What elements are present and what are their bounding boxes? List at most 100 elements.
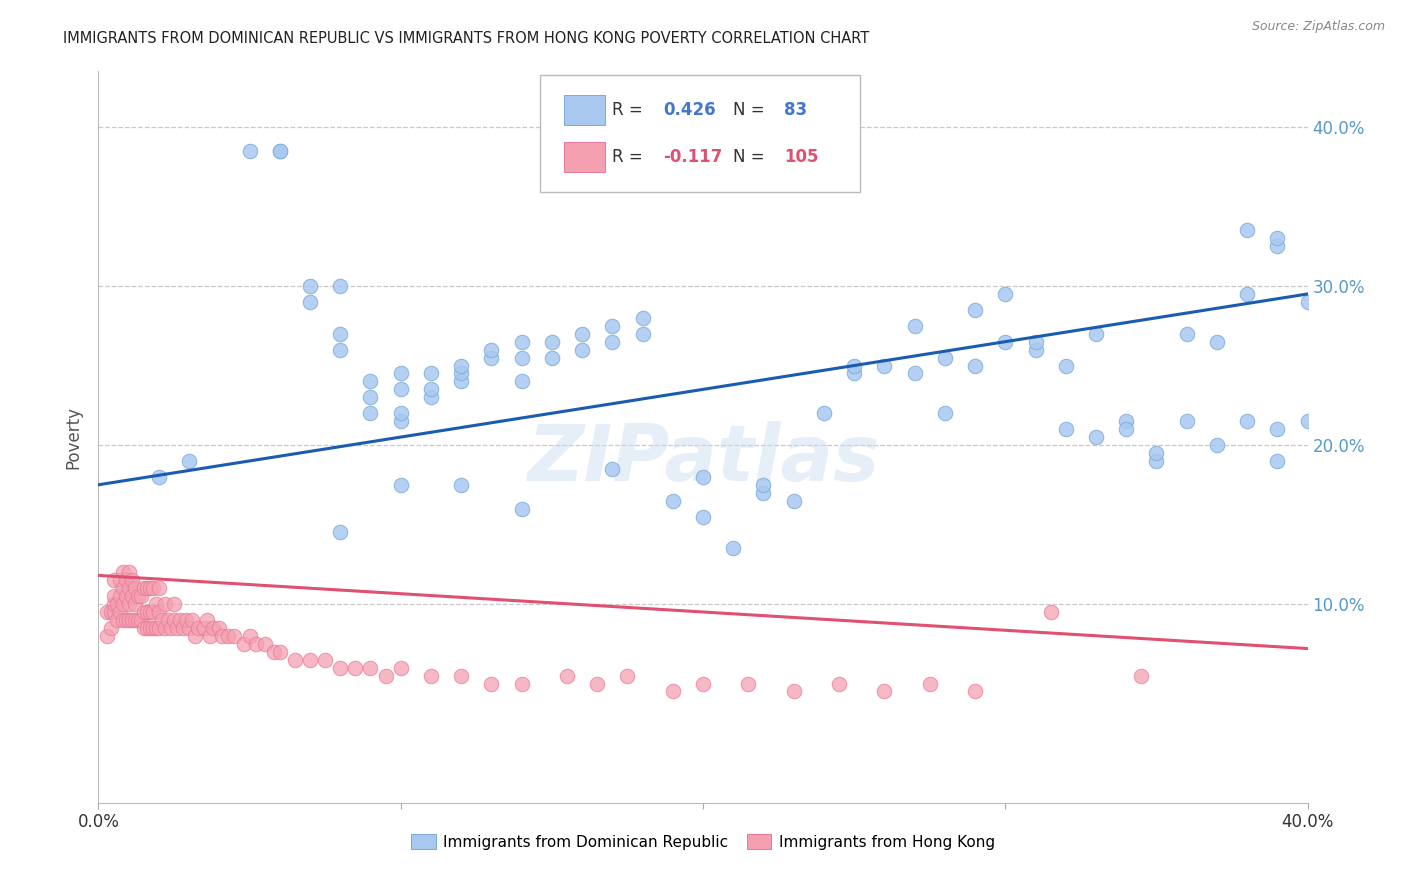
Point — [1115, 422, 1137, 436]
Point — [160, 621, 183, 635]
Point — [121, 589, 143, 603]
Text: N =: N = — [734, 148, 770, 166]
Point — [360, 406, 382, 420]
Point — [752, 485, 775, 500]
Y-axis label: Poverty: Poverty — [65, 406, 83, 468]
Point — [965, 684, 987, 698]
Point — [329, 279, 352, 293]
Point — [217, 629, 239, 643]
Point — [783, 684, 806, 698]
Point — [329, 525, 352, 540]
Point — [150, 613, 173, 627]
Point — [540, 351, 562, 365]
Point — [813, 406, 835, 420]
Point — [148, 621, 170, 635]
Point — [1024, 343, 1046, 357]
Point — [179, 621, 201, 635]
Point — [828, 676, 851, 690]
Point — [329, 660, 352, 674]
Point — [118, 566, 141, 580]
Point — [163, 597, 186, 611]
Point — [132, 581, 155, 595]
Point — [114, 613, 136, 627]
Point — [374, 668, 396, 682]
Point — [239, 629, 262, 643]
Point — [108, 573, 131, 587]
Point — [156, 613, 179, 627]
Legend: Immigrants from Dominican Republic, Immigrants from Hong Kong: Immigrants from Dominican Republic, Immi… — [404, 827, 1002, 857]
Point — [1175, 414, 1198, 428]
Point — [586, 676, 609, 690]
Point — [181, 613, 204, 627]
Text: N =: N = — [734, 101, 770, 119]
Point — [139, 605, 162, 619]
Point — [105, 597, 128, 611]
Text: 105: 105 — [785, 148, 818, 166]
Point — [602, 334, 624, 349]
Text: IMMIGRANTS FROM DOMINICAN REPUBLIC VS IMMIGRANTS FROM HONG KONG POVERTY CORRELAT: IMMIGRANTS FROM DOMINICAN REPUBLIC VS IM… — [63, 31, 869, 46]
Point — [174, 613, 197, 627]
FancyBboxPatch shape — [564, 143, 605, 172]
Point — [420, 383, 443, 397]
Point — [153, 597, 176, 611]
Point — [737, 676, 759, 690]
Point — [1115, 414, 1137, 428]
Point — [103, 597, 125, 611]
Point — [314, 653, 336, 667]
Point — [100, 605, 122, 619]
Point — [132, 605, 155, 619]
Point — [571, 343, 593, 357]
Point — [1236, 287, 1258, 301]
Point — [692, 676, 714, 690]
Point — [129, 613, 152, 627]
Point — [269, 645, 291, 659]
Point — [555, 668, 578, 682]
Point — [661, 684, 683, 698]
Point — [904, 318, 927, 333]
Point — [510, 676, 533, 690]
Point — [103, 605, 125, 619]
Text: -0.117: -0.117 — [664, 148, 723, 166]
Point — [284, 653, 307, 667]
Point — [450, 359, 472, 373]
Point — [510, 501, 533, 516]
Point — [111, 613, 134, 627]
Point — [263, 645, 285, 659]
Point — [602, 462, 624, 476]
Point — [510, 351, 533, 365]
Point — [631, 310, 654, 325]
Point — [111, 597, 134, 611]
Point — [481, 351, 503, 365]
Point — [108, 589, 131, 603]
Point — [1267, 454, 1289, 468]
Point — [239, 144, 262, 158]
Point — [344, 660, 367, 674]
Point — [142, 605, 165, 619]
Point — [103, 589, 125, 603]
Point — [139, 621, 162, 635]
Point — [121, 613, 143, 627]
Point — [420, 390, 443, 404]
Point — [965, 302, 987, 317]
Point — [783, 493, 806, 508]
Point — [224, 629, 246, 643]
Point — [389, 383, 412, 397]
Point — [844, 359, 866, 373]
Point — [253, 637, 276, 651]
Point — [153, 621, 176, 635]
Point — [661, 493, 683, 508]
Point — [389, 477, 412, 491]
Point — [1236, 223, 1258, 237]
FancyBboxPatch shape — [564, 95, 605, 125]
Point — [114, 589, 136, 603]
Point — [232, 637, 254, 651]
Point — [1296, 294, 1319, 309]
Point — [481, 676, 503, 690]
Point — [105, 613, 128, 627]
Point — [124, 613, 146, 627]
Point — [163, 613, 186, 627]
Text: R =: R = — [613, 148, 648, 166]
Point — [145, 621, 167, 635]
Point — [994, 287, 1017, 301]
Point — [1024, 334, 1046, 349]
